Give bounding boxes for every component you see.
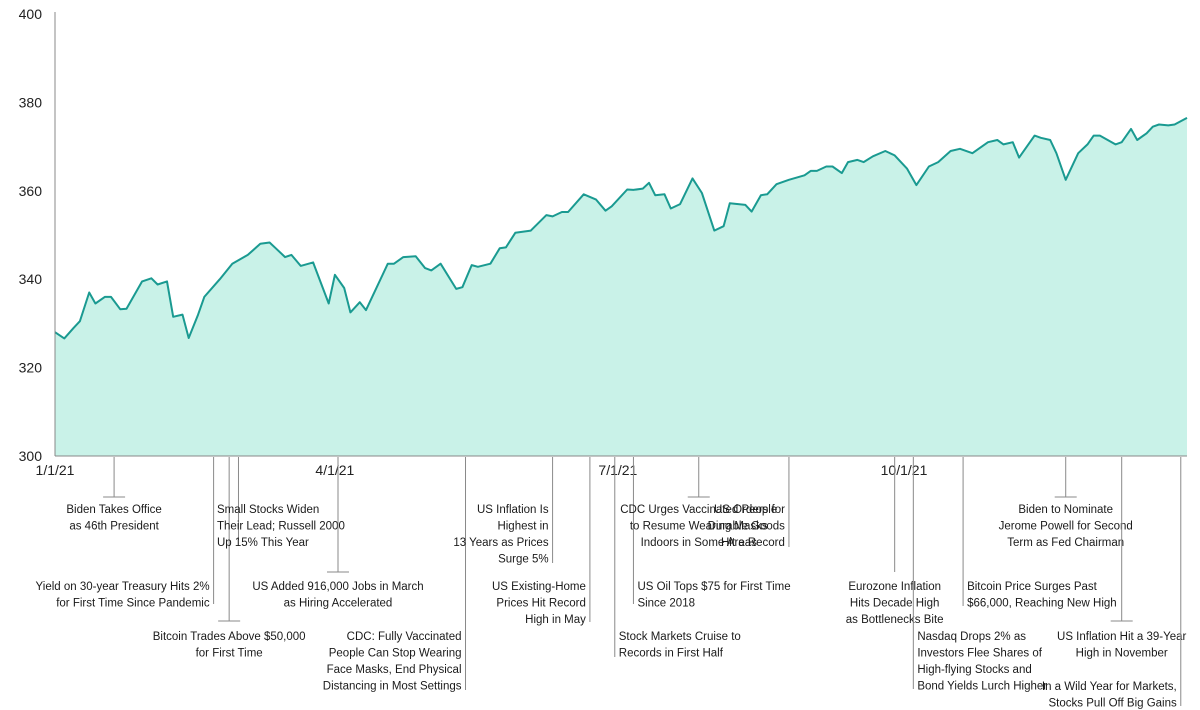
annotation-text: US Oil Tops $75 for First Time [637,581,790,593]
x-tick-label: 4/1/21 [315,462,354,478]
annotation-text: US Added 916,000 Jobs in March [252,581,423,593]
x-tick-label: 1/1/21 [36,462,75,478]
x-tick-label: 10/1/21 [881,462,928,478]
annotation-text: Distancing in Most Settings [323,681,462,693]
annotation: Yield on 30-year Treasury Hits 2% for Fir… [36,457,215,610]
annotation-text: Hits Decade High [850,598,939,610]
annotation-text: Prices Hit Record [496,598,585,610]
annotation-text: People Can Stop Wearing [329,648,462,660]
annotation-text: Indoors in Some Areas [641,537,758,549]
y-tick-label: 400 [19,6,43,22]
annotation-text: Small Stocks Widen [217,504,319,516]
x-tick-label: 7/1/21 [598,462,637,478]
annotation-text: Jerome Powell for Second [999,521,1133,533]
axes: 300 320 340 360 380 400 1/1/21 4/1/21 7/1/21 10/1… [19,6,1187,478]
annotation-text: as Bottlenecks Bite [846,614,944,626]
annotation-text: 13 Years as Prices [453,537,549,549]
y-tick-label: 360 [19,183,43,199]
annotation: CDC: Fully Vaccinated People Can Stop Wea… [323,457,467,693]
annotation-text: for First Time [196,648,263,660]
annotation-text: for First Time Since Pandemic [56,598,210,610]
annotation-text: Biden to Nominate [1018,504,1113,516]
annotation-text: Eurozone Inflation [848,581,941,593]
annotation-text: as 46th President [69,521,159,533]
annotation-text: Their Lead; Russell 2000 [217,521,345,533]
annotation: Biden Takes Office as 46th President [66,457,162,533]
annotation-text: Stocks Pull Off Big Gains [1049,698,1178,710]
series-line [54,117,1188,340]
annotation-text: High in November [1076,648,1168,660]
annotation: Bitcoin Price Surges Past $66,000, Reachi… [962,457,1117,610]
y-tick-label: 380 [19,94,43,110]
annotation: In a Wild Year for Markets, Stocks Pull O… [1042,457,1182,710]
annotation: US Orders for Durable Goods Hit a Record [708,457,790,549]
annotation-text: CDC: Fully Vaccinated [347,631,462,643]
annotation-text: Investors Flee Shares of [917,648,1042,660]
annotation: Stock Markets Cruise to Records in First … [614,457,741,660]
annotation-text: Since 2018 [637,598,695,610]
annotation-text: Up 15% This Year [217,537,309,549]
annotation-text: US Orders for [714,504,785,516]
annotation-text: Term as Fed Chairman [1007,537,1124,549]
annotation-text: Stock Markets Cruise to [619,631,741,643]
annotation-text: Durable Goods [708,521,786,533]
annotation-text: Bond Yields Lurch Higher [917,681,1047,693]
annotation-text: Biden Takes Office [66,504,161,516]
y-tick-label: 300 [19,448,43,464]
annotation: Small Stocks Widen Their Lead; Russell 20… [217,457,345,549]
annotation: US Added 916,000 Jobs in March as Hiring … [252,457,424,610]
annotation-text: as Hiring Accelerated [284,598,393,610]
annotation-text: US Existing-Home [492,581,586,593]
annotation: US Oil Tops $75 for First Time Since 2018 [632,457,791,610]
annotation: US Inflation Is Highest in 13 Years as Pri… [453,457,554,566]
annotation: Nasdaq Drops 2% as Investors Flee Shares … [912,457,1047,693]
annotation-text: Face Masks, End Physical [327,664,462,676]
annotation-text: Records in First Half [619,648,724,660]
plot-area [54,117,1188,457]
annotation-text: US Inflation Is [477,504,549,516]
annotation: Biden to Nominate Jerome Powell for Secon… [999,457,1133,549]
annotation: US Existing-Home Prices Hit Record High in… [492,457,591,626]
annotation: CDC Urges Vaccinated People to Resume Wea… [620,457,777,549]
annotation-text: High-flying Stocks and [917,664,1031,676]
annotation-text: Bitcoin Price Surges Past [967,581,1098,593]
annotation-text: In a Wild Year for Markets, [1042,681,1177,693]
annotation: Bitcoin Trades Above $50,000 for First Ti… [153,457,306,660]
annotation-text: Nasdaq Drops 2% as [917,631,1026,643]
annotation-text: $66,000, Reaching New High [967,598,1117,610]
annotation-text: Bitcoin Trades Above $50,000 [153,631,306,643]
annotation-text: US Inflation Hit a 39-Year [1057,631,1187,643]
annotation: Eurozone Inflation Hits Decade High as Bot… [846,457,944,626]
annotation-text: to Resume Wearing Masks [630,521,768,533]
area-fill [55,117,1187,457]
annotation-text: High in May [525,614,586,626]
y-tick-label: 340 [19,271,43,287]
annotation: US Inflation Hit a 39-Year High in Novemb… [1057,457,1187,660]
annotation-text: Yield on 30-year Treasury Hits 2% [36,581,210,593]
annotation-text: Hit a Record [721,537,785,549]
y-tick-label: 320 [19,360,43,376]
annotation-text: CDC Urges Vaccinated People [620,504,777,516]
annotation-text: Surge 5% [498,554,549,566]
annotation-text: Highest in [497,521,548,533]
